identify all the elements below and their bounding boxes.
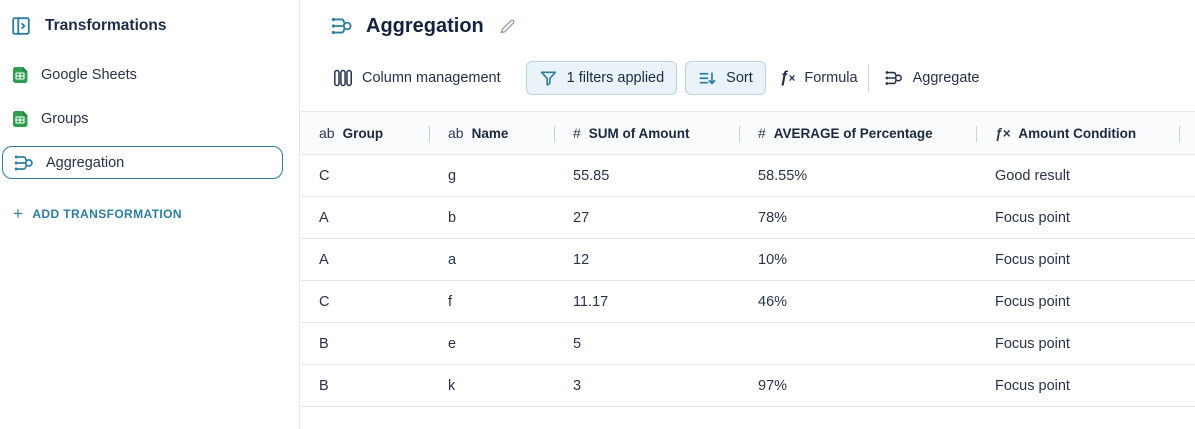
toolbar: Column management 1 filters applied Sort (333, 61, 980, 95)
number-type-icon: # (573, 125, 581, 141)
column-label: SUM of Amount (588, 125, 690, 141)
table-cell: 97% (758, 377, 788, 394)
column-header-average-of-percentage[interactable]: # AVERAGE of Percentage (740, 112, 977, 154)
table-header: ab Group ab Name # SUM of Amount # AVERAGE of P… (301, 111, 1195, 155)
sidebar-item-label: Google Sheets (41, 67, 137, 83)
pencil-icon (498, 17, 517, 36)
table-cell: Focus point (995, 377, 1070, 394)
main-content: Aggregation Column management (301, 0, 1195, 429)
sidebar-item-label: Groups (41, 111, 89, 127)
column-header-amount-condition[interactable]: ƒ× Amount Condition (977, 112, 1180, 154)
plus-icon: + (13, 204, 24, 223)
sheets-icon (10, 65, 30, 85)
add-transformation-button[interactable]: + ADD TRANSFORMATION (13, 204, 182, 223)
aggregation-icon (330, 14, 354, 38)
aggregation-icon (13, 152, 35, 174)
columns-icon (333, 68, 353, 88)
sort-icon (698, 69, 717, 88)
toolbar-divider (867, 64, 869, 92)
aggregate-label: Aggregate (912, 70, 980, 86)
table-cell: Focus point (995, 209, 1070, 226)
sidebar-header: Transformations (10, 15, 166, 37)
aggregate-button[interactable]: Aggregate (884, 68, 980, 88)
aggregate-icon (884, 68, 904, 88)
table-cell: Focus point (995, 293, 1070, 310)
sidebar-title: Transformations (45, 17, 167, 34)
table-cell: k (448, 377, 456, 394)
formula-type-icon: ƒ× (995, 125, 1011, 141)
table-cell: 11.17 (573, 293, 609, 310)
results-table: ab Group ab Name # SUM of Amount # AVERAGE of P… (301, 111, 1195, 407)
sidebar-item-aggregation-selected[interactable]: Aggregation (2, 146, 283, 179)
column-header-name[interactable]: ab Name (430, 112, 555, 154)
table-cell: 55.85 (573, 167, 610, 184)
text-type-icon: ab (319, 125, 335, 141)
table-cell: A (319, 209, 329, 226)
page-title: Aggregation (366, 14, 484, 37)
table-cell: Focus point (995, 251, 1070, 268)
table-cell: A (319, 251, 329, 268)
formula-label: Formula (804, 70, 858, 86)
column-label: AVERAGE of Percentage (773, 125, 933, 141)
column-label: Amount Condition (1018, 125, 1137, 141)
table-cell: B (319, 335, 329, 352)
sidebar-item-groups[interactable]: Groups (10, 109, 89, 129)
page-header: Aggregation (330, 14, 517, 38)
table-cell: f (448, 293, 453, 310)
column-header-sum-of-amount[interactable]: # SUM of Amount (555, 112, 740, 154)
table-cell: 27 (573, 209, 590, 226)
header-filler (1180, 112, 1195, 154)
formula-fx-icon: ƒ× (779, 69, 796, 86)
table-cell: Good result (995, 167, 1070, 184)
filters-applied-button[interactable]: 1 filters applied (525, 61, 678, 95)
table-cell: B (319, 377, 329, 394)
column-label: Group (342, 125, 384, 141)
column-header-group[interactable]: ab Group (301, 112, 430, 154)
table-cell: 3 (573, 377, 582, 394)
table-cell: Focus point (995, 335, 1070, 352)
table-cell: b (448, 209, 457, 226)
text-type-icon: ab (448, 125, 464, 141)
table-cell: e (448, 335, 457, 352)
table-cell: a (448, 251, 457, 268)
transformations-sidebar: Transformations Google Sheets (0, 0, 300, 429)
column-management-button[interactable]: Column management (333, 68, 501, 88)
table-cell: 78% (758, 209, 788, 226)
sidebar-item-google-sheets[interactable]: Google Sheets (10, 65, 137, 85)
column-label: Name (471, 125, 509, 141)
table-cell: 58.55% (758, 167, 808, 184)
table-cell: C (319, 293, 330, 310)
table-cell: g (448, 167, 457, 184)
table-cell: 5 (573, 335, 582, 352)
column-management-label: Column management (362, 70, 501, 86)
table-cell: C (319, 167, 330, 184)
sidebar-item-label: Aggregation (46, 154, 125, 171)
edit-title-button[interactable] (498, 17, 517, 36)
filters-applied-label: 1 filters applied (566, 70, 665, 86)
sort-label: Sort (726, 70, 753, 86)
add-transformation-label: ADD TRANSFORMATION (32, 207, 182, 221)
sheets-icon (10, 109, 30, 129)
table-cell: 10% (758, 251, 788, 268)
formula-button[interactable]: ƒ× Formula (780, 69, 858, 87)
table-cell: 12 (573, 251, 590, 268)
filter-funnel-icon (539, 69, 558, 88)
number-type-icon: # (758, 125, 766, 141)
table-cell: 46% (758, 293, 788, 310)
sort-button[interactable]: Sort (685, 61, 766, 95)
collapse-panel-icon[interactable] (10, 15, 32, 37)
